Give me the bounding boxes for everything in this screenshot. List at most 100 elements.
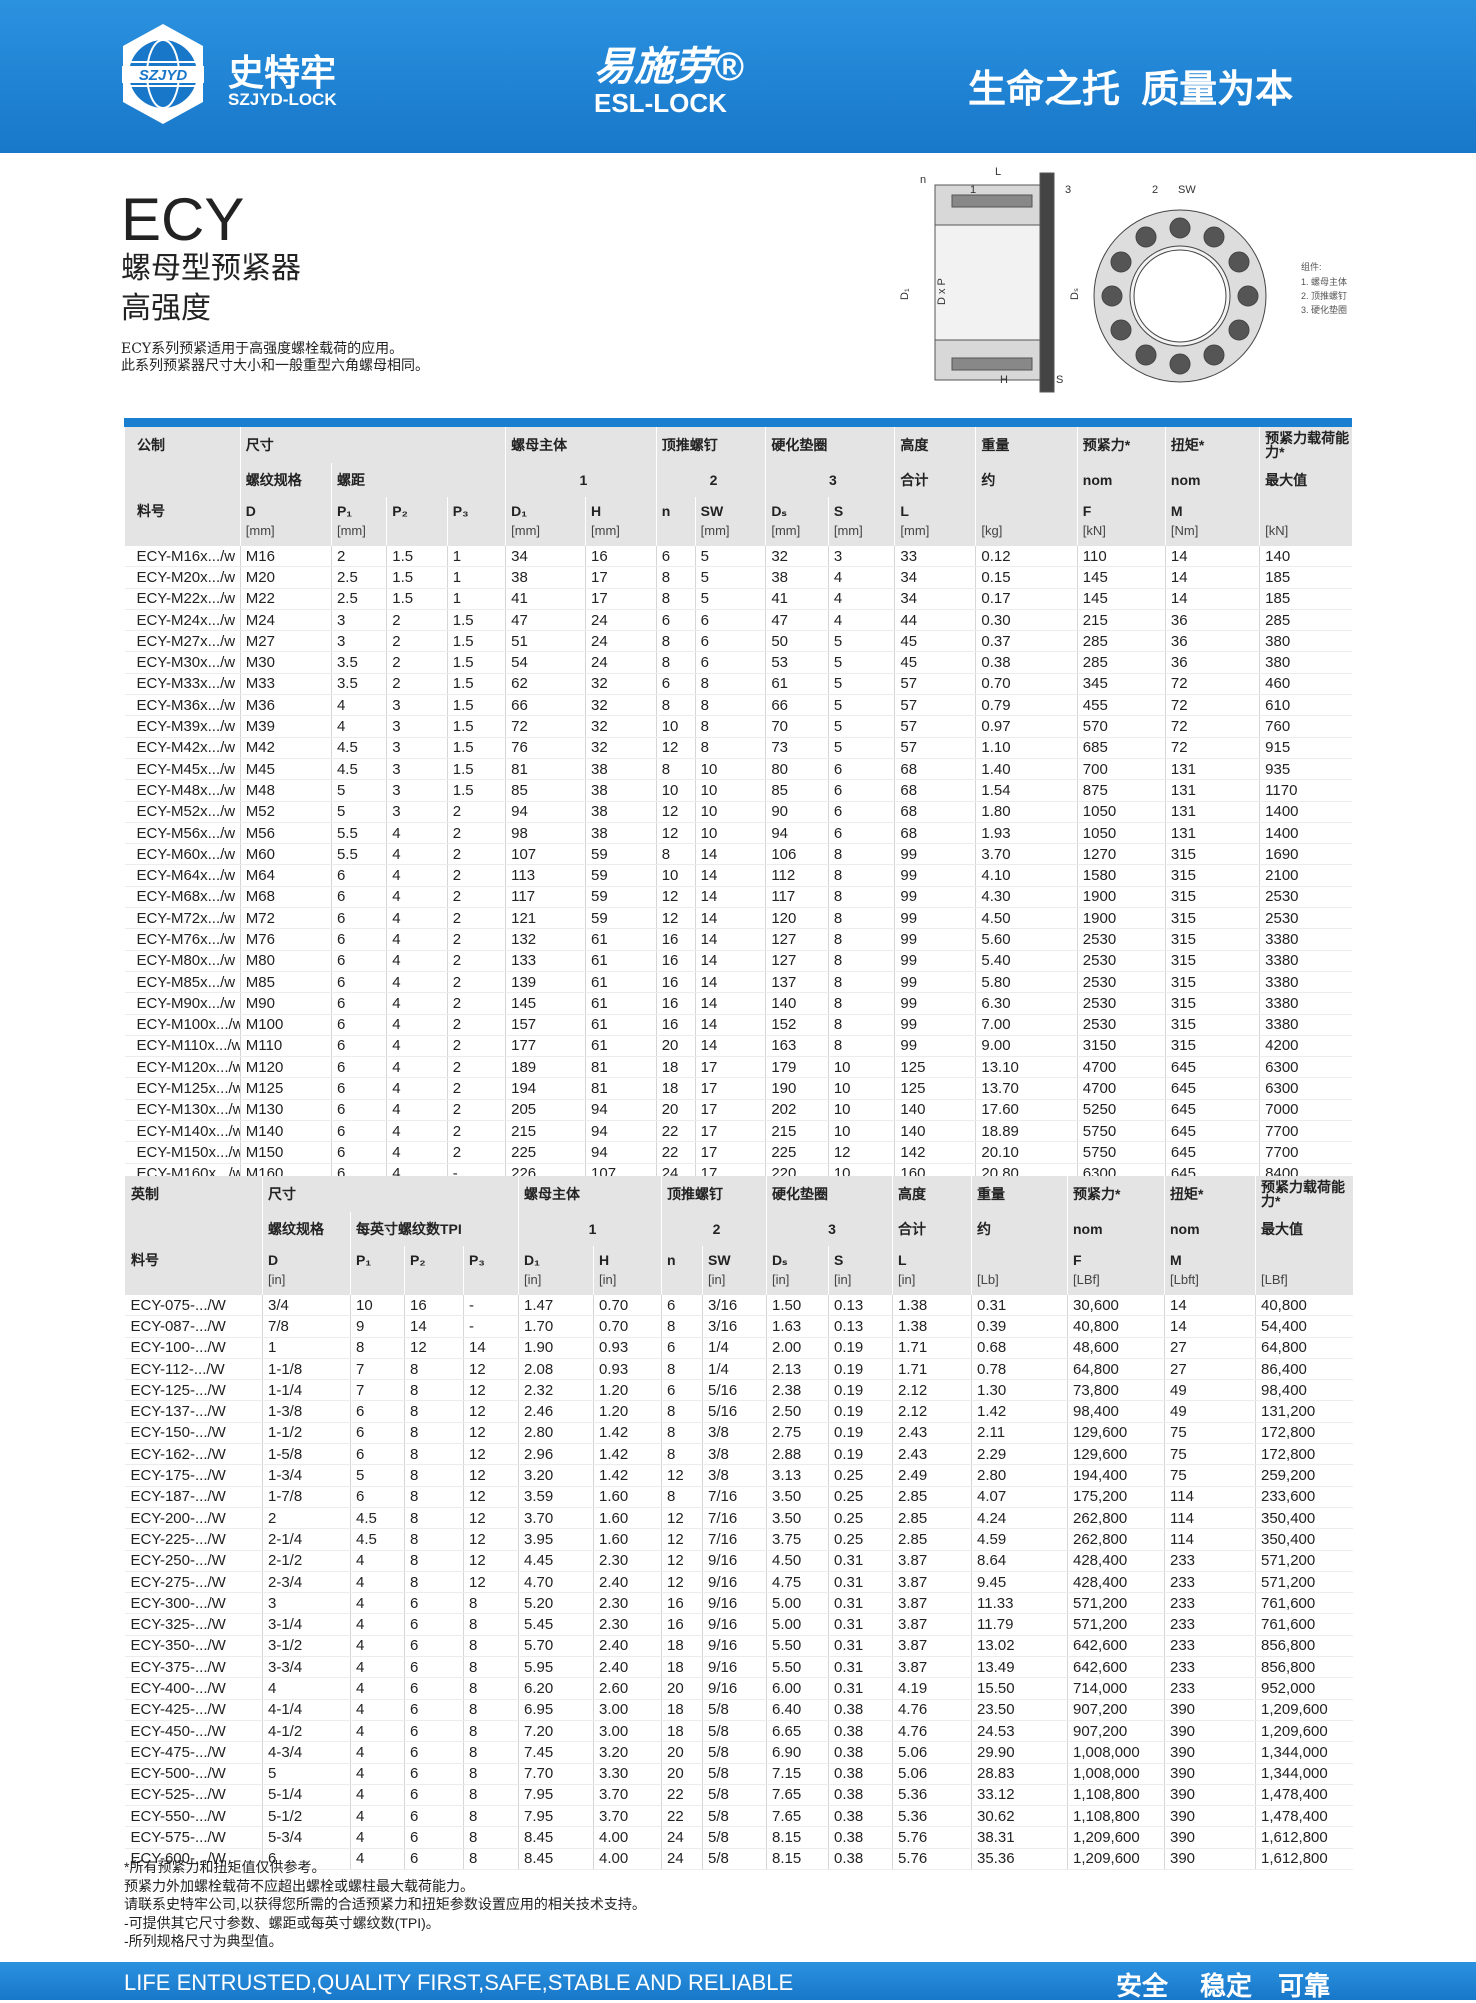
data-cell: 137	[765, 971, 829, 994]
data-row: ECY-550-.../W 5-1/2 4 6 8 7.95 3.70 22 5/8 7.65 0.…	[124, 1805, 1353, 1828]
data-cell: 5/8	[702, 1720, 767, 1743]
header-cell: 顶推螺钉	[655, 427, 766, 463]
data-cell: 390	[1164, 1784, 1256, 1807]
data-cell: ECY-187-.../W	[124, 1486, 263, 1508]
data-cell: 1,008,000	[1067, 1741, 1165, 1764]
data-cell: 1/4	[702, 1358, 767, 1381]
data-cell: 75	[1164, 1443, 1256, 1466]
data-row: ECY-M20x.../w M20 2.5 1.5 1 38 17 8 5 38 4 34 0.15 14…	[124, 566, 1352, 589]
data-cell: 6	[694, 609, 766, 632]
data-cell: 3.70	[518, 1507, 594, 1530]
data-row: ECY-M24x.../w M24 3 2 1.5 47 24 6 6 47 4 44 0.30 215 3…	[124, 609, 1352, 632]
data-cell: 856,800	[1255, 1635, 1353, 1658]
data-cell: 8.64	[971, 1550, 1068, 1572]
data-cell: 2-3/4	[262, 1571, 351, 1594]
data-cell: 8	[350, 1337, 405, 1359]
data-cell: 1.5	[386, 588, 448, 610]
data-cell: 8	[661, 1358, 703, 1381]
data-cell: 5.76	[892, 1826, 972, 1849]
data-cell: 8	[463, 1613, 519, 1636]
data-cell: M52	[239, 801, 332, 823]
brand-en: SZJYD-LOCK	[228, 90, 337, 109]
data-cell: 17	[585, 588, 657, 610]
data-cell: 5/8	[702, 1784, 767, 1807]
data-cell: 6	[350, 1486, 405, 1508]
data-cell: 3380	[1259, 928, 1352, 951]
data-cell: 0.38	[828, 1720, 893, 1743]
data-cell: 5	[827, 630, 895, 653]
data-cell: 5	[827, 694, 895, 717]
data-cell: 952,000	[1255, 1677, 1353, 1700]
data-cell: 4	[350, 1720, 405, 1743]
data-cell: 5	[330, 801, 387, 823]
data-cell: 17	[694, 1141, 766, 1164]
data-cell: 2	[446, 1120, 506, 1143]
data-cell: 14	[694, 864, 766, 887]
data-cell: 856,800	[1255, 1656, 1353, 1679]
data-cell: 9/16	[702, 1635, 767, 1658]
data-cell: 1.50	[766, 1295, 829, 1317]
data-cell: 113	[505, 864, 586, 887]
data-cell: 233	[1164, 1677, 1256, 1700]
data-cell: 6	[404, 1635, 464, 1658]
data-cell: 1.70	[518, 1315, 594, 1338]
data-cell: 6	[404, 1613, 464, 1636]
data-row: ECY-175-.../W 1-3/4 5 8 12 3.20 1.42 12 3/8 3.13 0…	[124, 1464, 1353, 1487]
header-cell: S	[827, 497, 895, 524]
data-cell: 4	[827, 588, 895, 610]
data-cell: ECY-275-.../W	[124, 1571, 263, 1594]
data-cell: 350,400	[1255, 1528, 1353, 1551]
data-row: ECY-M90x.../w M90 6 4 2 145 61 16 14 140 8 99 6.30 25…	[124, 992, 1352, 1015]
header-cell	[404, 1273, 464, 1295]
data-cell: 645	[1164, 1056, 1260, 1079]
data-cell: 5.36	[892, 1805, 972, 1828]
data-cell: 36	[1164, 630, 1260, 653]
data-cell: 0.13	[828, 1315, 893, 1338]
data-cell: 61	[585, 1014, 657, 1036]
data-cell: 390	[1164, 1826, 1256, 1849]
data-cell: 6	[330, 1077, 387, 1100]
header-cell: P₂	[386, 497, 448, 524]
data-cell: 3.20	[518, 1464, 594, 1487]
data-cell: 1,209,600	[1067, 1848, 1165, 1871]
data-cell: 3/16	[702, 1295, 767, 1317]
data-cell: 8	[661, 1443, 703, 1466]
data-cell: 6	[330, 886, 387, 909]
data-cell: 14	[1164, 566, 1260, 589]
data-cell: 86,400	[1255, 1358, 1353, 1381]
header-cell	[124, 1212, 263, 1246]
data-cell: 7.00	[975, 1014, 1078, 1036]
data-cell: 2530	[1259, 907, 1352, 930]
data-cell: 1.38	[892, 1295, 972, 1317]
data-cell: 10	[655, 864, 696, 887]
data-row: ECY-M45x.../w M45 4.5 3 1.5 81 38 8 10 80 6 68 1.40 7…	[124, 758, 1352, 781]
header-cell: D₁	[505, 497, 586, 524]
data-cell: 0.38	[828, 1741, 893, 1764]
data-cell: 1.5	[446, 694, 506, 717]
header-cell: F	[1076, 497, 1166, 524]
data-cell: 81	[585, 1056, 657, 1079]
data-row: ECY-250-.../W 2-1/2 4 8 12 4.45 2.30 12 9/16 4.50…	[124, 1550, 1353, 1572]
data-cell: 350,400	[1255, 1507, 1353, 1530]
header-cell: [mm]	[894, 524, 976, 546]
data-cell: 345	[1076, 673, 1166, 696]
data-cell: 24	[585, 651, 657, 674]
data-cell: 233	[1164, 1592, 1256, 1615]
data-cell: 7000	[1259, 1099, 1352, 1122]
header-cell: [in]	[828, 1273, 893, 1295]
data-cell: 3.87	[892, 1656, 972, 1679]
data-row: ECY-075-.../W 3/4 10 16-1.47 0.70 6 3/16 1.50 0.…	[124, 1295, 1353, 1317]
data-cell: 8	[655, 651, 696, 674]
data-cell: 0.38	[975, 651, 1078, 674]
header-cell: 扭矩*	[1164, 427, 1260, 463]
data-cell: ECY-M110x.../w	[124, 1035, 241, 1058]
data-cell: ECY-300-.../W	[124, 1592, 263, 1615]
data-cell: 6.65	[766, 1720, 829, 1743]
data-cell: 7.95	[518, 1805, 594, 1828]
header-cell: 尺寸	[262, 1176, 519, 1212]
header-cell: 预紧力*	[1076, 427, 1166, 463]
data-cell: 131	[1164, 822, 1260, 845]
data-cell: 16	[404, 1295, 464, 1317]
